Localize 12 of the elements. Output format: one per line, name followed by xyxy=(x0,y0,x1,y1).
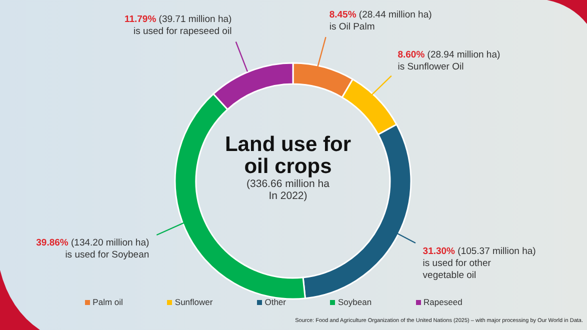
legend-label: Sunflower xyxy=(174,297,213,307)
text: (336.66 million ha In 2022) xyxy=(246,178,330,202)
data-label: 39.86% (134.20 million ha) is used for Soybean xyxy=(36,237,150,260)
data-label: 11.79% (39.71 million ha) is used for rapeseed oil xyxy=(124,14,232,38)
legend-label: Rapeseed xyxy=(422,297,462,307)
legend-label: Soybean xyxy=(336,297,372,307)
data-label: 31.30% (105.37 million ha) is used for other vegetable oil xyxy=(422,246,536,281)
data-label: 8.60% (28.94 million ha) is Sunflower Oil xyxy=(398,50,500,73)
legend-label: Other xyxy=(264,297,286,307)
legend-label: Palm oil xyxy=(92,297,123,307)
data-label: 8.45% (28.44 million ha) is Oil Palm xyxy=(329,9,432,32)
text: Land use for oil crops xyxy=(224,133,352,178)
